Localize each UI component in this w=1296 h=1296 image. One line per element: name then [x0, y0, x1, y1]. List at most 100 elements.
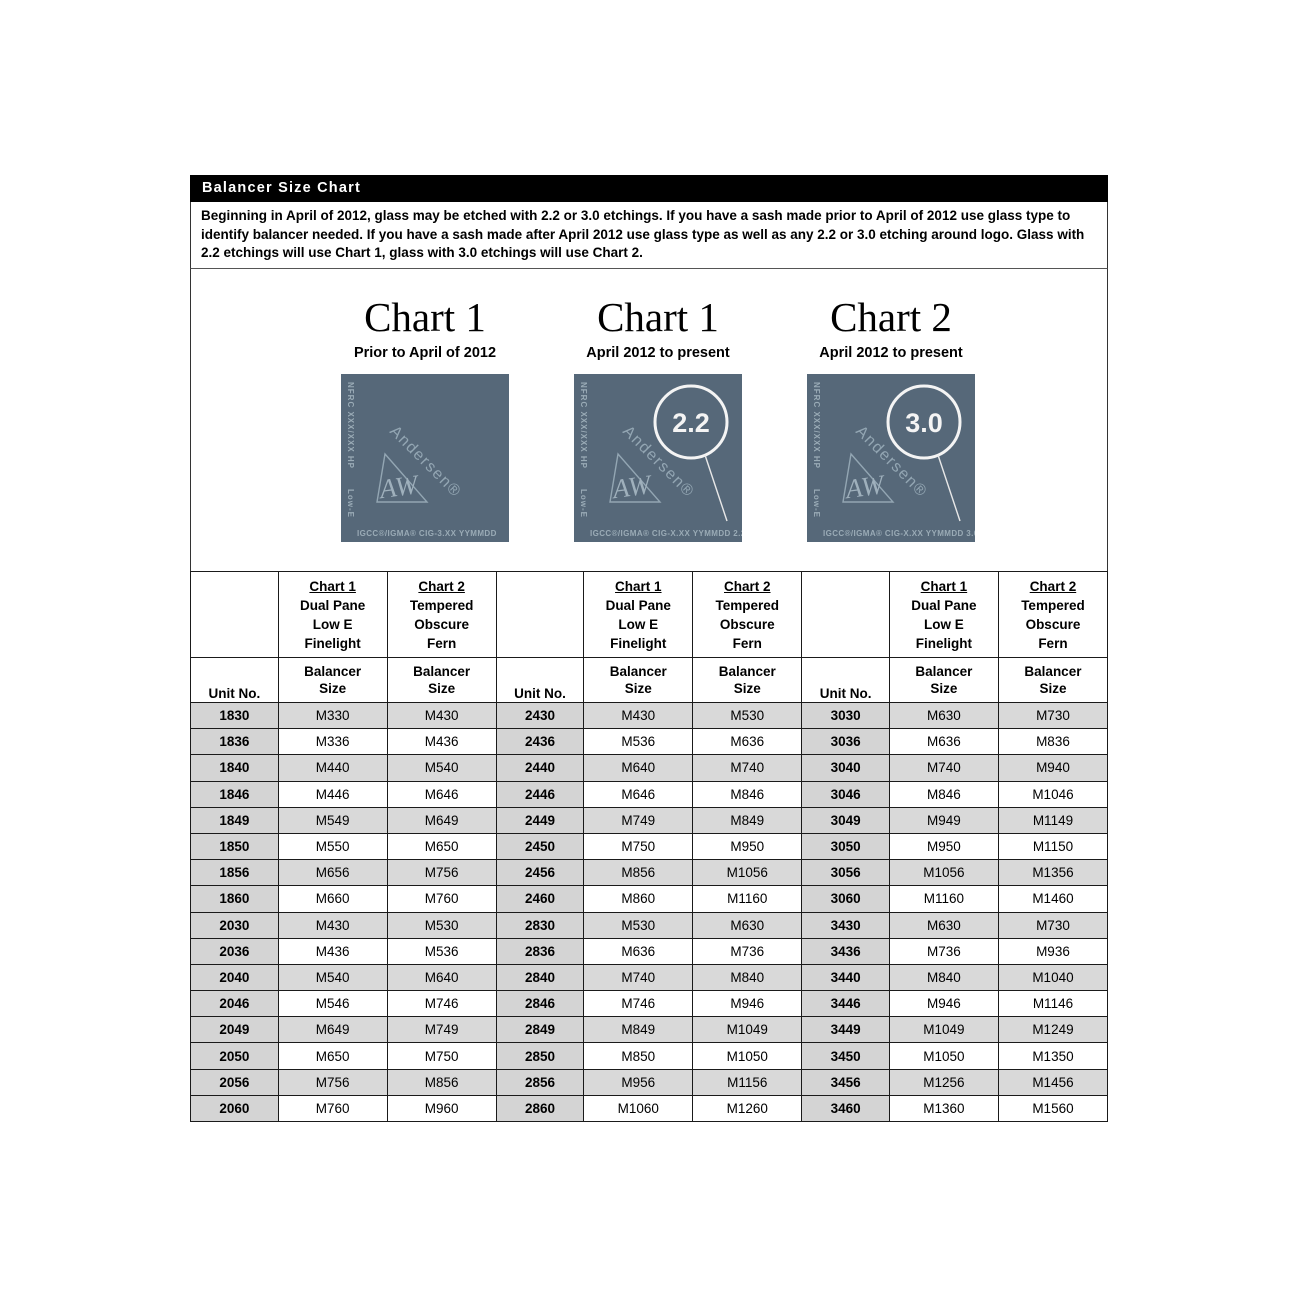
- intro-text: Beginning in April of 2012, glass may be…: [201, 208, 1085, 261]
- balancer-size-cell: M940: [997, 754, 1109, 782]
- balancer-size-table: Chart 1 Dual Pane Low E Finelight Chart …: [190, 571, 1109, 1123]
- balancer-size-cell: M1460: [997, 885, 1109, 913]
- unit-no-cell: 2450: [495, 832, 585, 861]
- balancer-size-cell: M836: [997, 728, 1109, 756]
- unit-no-cell: 2046: [190, 990, 279, 1018]
- balancer-size-cell: M660: [277, 885, 388, 913]
- glass-etching-image: NFRC XXX/XXX HP Low-E Andersen® AW IGCC®…: [341, 374, 509, 542]
- balancer-size-cell: M1049: [888, 1016, 999, 1044]
- unit-no-cell: 3446: [801, 990, 890, 1018]
- unit-no-cell: 3456: [801, 1068, 890, 1096]
- balancer-size-cell: M749: [583, 806, 694, 834]
- chart1-group-header: Chart 1 Dual Pane Low E Finelight: [888, 571, 999, 658]
- balancer-size-cell: M336: [277, 728, 388, 756]
- balancer-size-cell: M750: [583, 832, 694, 861]
- balancer-size-cell: M640: [583, 754, 694, 782]
- balancer-size-cell: M760: [277, 1094, 388, 1123]
- etching-2.2-badge-icon: 2.2: [653, 384, 729, 522]
- table-row: 1836 M336 M436 2436 M536 M636 3036 M636 M836: [190, 728, 1109, 756]
- balancer-size-cell: M849: [583, 1016, 694, 1044]
- balancer-size-cell: M330: [277, 701, 388, 730]
- balancer-size-cell: M530: [583, 911, 694, 939]
- unit-no-header: Unit No.: [801, 657, 890, 703]
- balancer-size-cell: M1146: [997, 990, 1109, 1018]
- unit-no-cell: 2856: [495, 1068, 585, 1096]
- svg-text:AW: AW: [376, 469, 422, 505]
- balancer-size-cell: M1260: [692, 1094, 803, 1123]
- table-row: 1830 M330 M430 2430 M430 M530 3030 M630 M730: [190, 701, 1109, 730]
- unit-no-cell: 2056: [190, 1068, 279, 1096]
- unit-no-cell: 3056: [801, 859, 890, 887]
- balancer-size-cell: M1456: [997, 1068, 1109, 1096]
- table-row: 2060 M760 M960 2860 M1060 M1260 3460 M1360 M1560: [190, 1094, 1109, 1123]
- unit-no-cell: 3450: [801, 1042, 890, 1070]
- balancer-size-cell: M1049: [692, 1016, 803, 1044]
- balancer-size-cell: M436: [386, 728, 497, 756]
- balancer-size-cell: M740: [888, 754, 999, 782]
- unit-no-cell: 2050: [190, 1042, 279, 1070]
- balancer-size-cell: M740: [583, 963, 694, 992]
- unit-no-cell: 2850: [495, 1042, 585, 1070]
- balancer-size-cell: M756: [277, 1068, 388, 1096]
- balancer-size-cell: M956: [583, 1068, 694, 1096]
- unit-no-cell: 3436: [801, 937, 890, 965]
- balancer-size-cell: M649: [386, 806, 497, 834]
- table-row: 2050 M650 M750 2850 M850 M1050 3450 M1050 M1350: [190, 1042, 1109, 1070]
- balancer-size-cell: M750: [386, 1042, 497, 1070]
- unit-no-cell: 3050: [801, 832, 890, 861]
- table-row: 2046 M546 M746 2846 M746 M946 3446 M946 M1146: [190, 990, 1109, 1018]
- balancer-size-cell: M1149: [997, 806, 1109, 834]
- balancer-size-cell: M736: [888, 937, 999, 965]
- chart-panel-1: Chart 1 Prior to April of 2012 NFRC XXX/…: [341, 295, 509, 571]
- chart-subtitle: April 2012 to present: [819, 345, 963, 361]
- balancer-size-cell: M860: [583, 885, 694, 913]
- glass-etching-image: NFRC XXX/XXX HP Low-E Andersen® AW 3.0 I…: [807, 374, 975, 542]
- unit-no-cell: 2456: [495, 859, 585, 887]
- table-row: 2030 M430 M530 2830 M530 M630 3430 M630 M730: [190, 911, 1109, 939]
- balancer-size-cell: M640: [386, 963, 497, 992]
- lowe-vertical-label: Low-E: [579, 489, 588, 518]
- chart2-group-header: Chart 2 Tempered Obscure Fern: [386, 571, 497, 658]
- unit-no-cell: 2430: [495, 701, 585, 730]
- charts-section: Chart 1 Prior to April of 2012 NFRC XXX/…: [190, 269, 1108, 571]
- chart1-group-header: Chart 1 Dual Pane Low E Finelight: [277, 571, 388, 658]
- table-row: 2049 M649 M749 2849 M849 M1049 3449 M1049 M1249: [190, 1016, 1109, 1044]
- page-title: Balancer Size Chart: [202, 180, 361, 196]
- balancer-size-header: Balancer Size: [888, 657, 999, 703]
- balancer-size-cell: M1560: [997, 1094, 1109, 1123]
- table-row: 1860 M660 M760 2460 M860 M1160 3060 M1160 M1460: [190, 885, 1109, 913]
- chart1-group-header: Chart 1 Dual Pane Low E Finelight: [583, 571, 694, 658]
- empty-header-cell: [801, 571, 890, 658]
- group-header-row: Chart 1 Dual Pane Low E Finelight Chart …: [190, 571, 1109, 658]
- balancer-size-header: Balancer Size: [997, 657, 1109, 703]
- chart-title: Chart 1: [364, 294, 486, 340]
- balancer-size-cell: M650: [277, 1042, 388, 1070]
- balancer-size-cell: M656: [277, 859, 388, 887]
- unit-no-cell: 2449: [495, 806, 585, 834]
- unit-no-cell: 1836: [190, 728, 279, 756]
- unit-no-cell: 2436: [495, 728, 585, 756]
- igcc-label: IGCC®/IGMA® CIG-3.XX YYMMDD: [357, 529, 497, 538]
- balancer-size-cell: M549: [277, 806, 388, 834]
- balancer-size-cell: M436: [277, 937, 388, 965]
- balancer-size-cell: M840: [692, 963, 803, 992]
- empty-header-cell: [190, 571, 279, 658]
- balancer-size-cell: M850: [583, 1042, 694, 1070]
- balancer-size-cell: M430: [386, 701, 497, 730]
- svg-text:2.2: 2.2: [672, 408, 710, 438]
- table-row: 1850 M550 M650 2450 M750 M950 3050 M950 M1150: [190, 832, 1109, 861]
- balancer-size-cell: M730: [997, 701, 1109, 730]
- chart-subtitle: April 2012 to present: [586, 345, 730, 361]
- balancer-size-cell: M846: [692, 780, 803, 808]
- balancer-size-cell: M1360: [888, 1094, 999, 1123]
- lowe-vertical-label: Low-E: [346, 489, 355, 518]
- nfrc-vertical-label: NFRC XXX/XXX HP: [812, 382, 821, 470]
- unit-no-cell: 3046: [801, 780, 890, 808]
- balancer-size-header: Balancer Size: [692, 657, 803, 703]
- svg-text:AW: AW: [609, 469, 655, 505]
- chart-title: Chart 2: [830, 294, 952, 340]
- balancer-size-cell: M630: [692, 911, 803, 939]
- unit-no-cell: 2830: [495, 911, 585, 939]
- balancer-size-cell: M546: [277, 990, 388, 1018]
- balancer-size-cell: M1256: [888, 1068, 999, 1096]
